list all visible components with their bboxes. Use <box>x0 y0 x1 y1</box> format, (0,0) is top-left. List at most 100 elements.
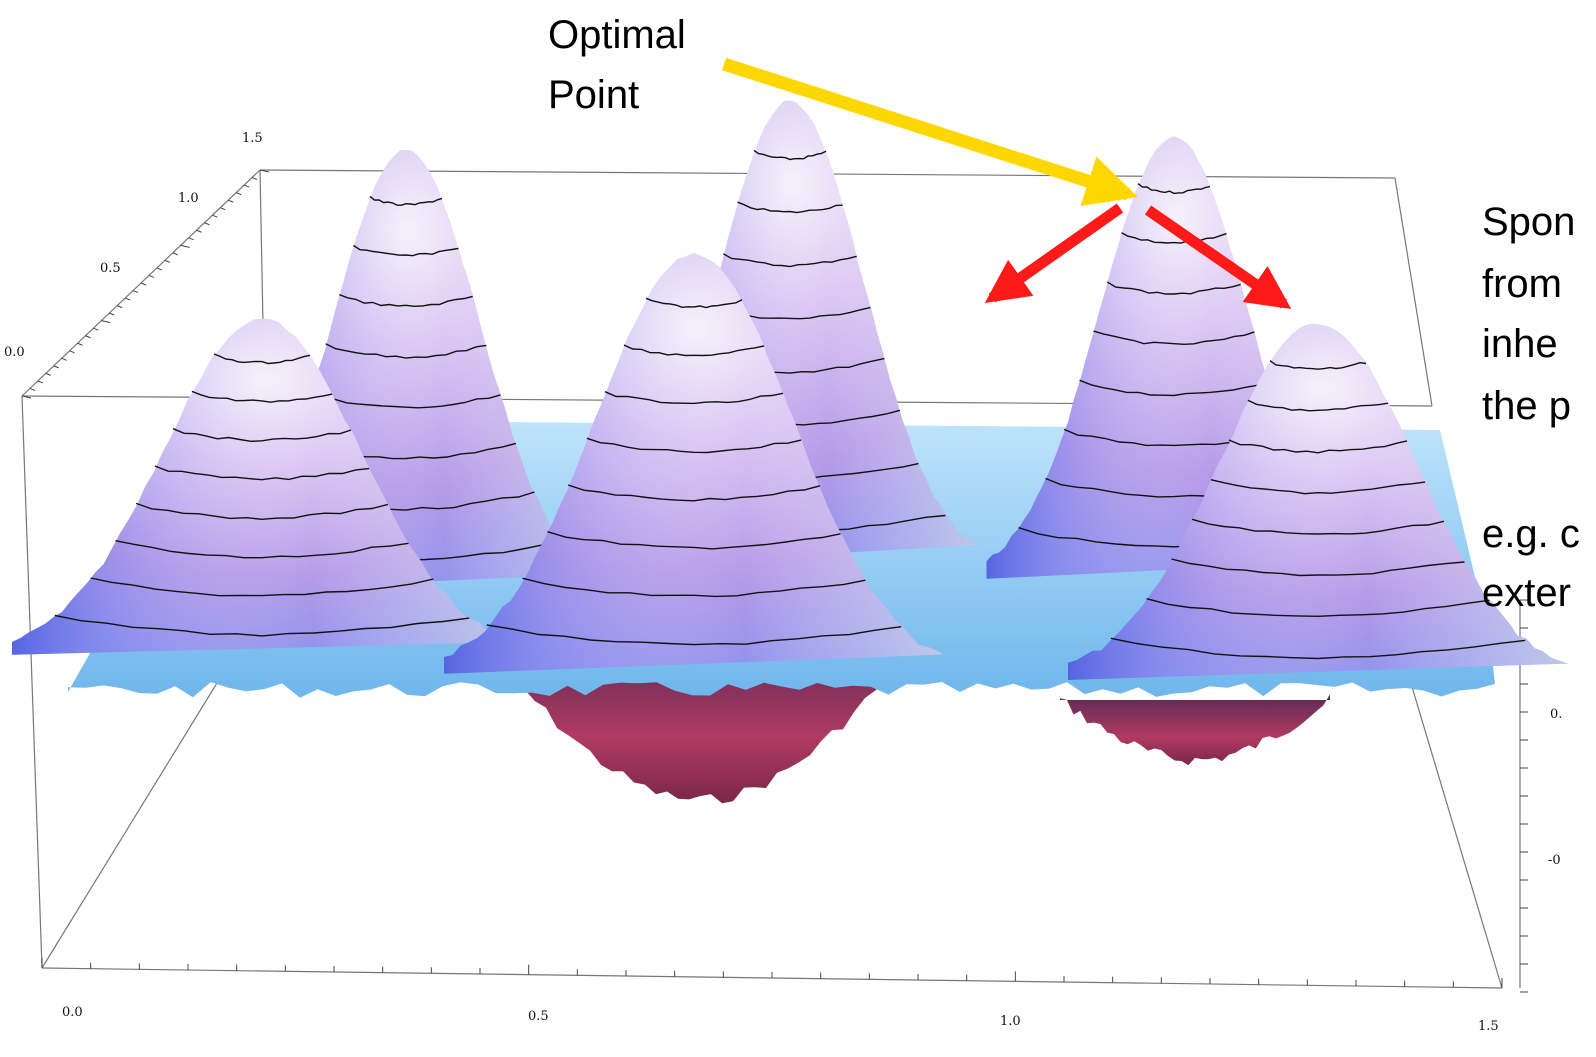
y-tick-label: 1.5 <box>242 131 263 146</box>
x-tick-label: 1.0 <box>1000 1014 1021 1029</box>
y-tick-mark <box>77 342 83 346</box>
peak-front-center <box>444 252 944 674</box>
y-tick-mark <box>220 207 226 211</box>
contour-line <box>753 149 827 161</box>
y-tick-mark <box>243 184 250 188</box>
contour-line <box>1191 518 1445 535</box>
y-tick-mark <box>156 267 163 271</box>
contour-line <box>1110 637 1526 660</box>
optimal-point-arrow <box>722 57 1138 207</box>
contour-line <box>1228 439 1408 454</box>
side-note: Spon from inhe the p e.g. c exter <box>1482 200 1580 615</box>
x-axis-tick-labels: 0.0 0.5 1.0 1.5 <box>62 1005 1499 1034</box>
y-tick-mark <box>251 177 258 180</box>
contour-line <box>90 577 434 597</box>
optimal-label-line1: Optimal <box>548 13 686 57</box>
peak-front-right <box>1068 323 1568 680</box>
contour-line <box>547 531 841 550</box>
contour-line <box>1079 379 1269 397</box>
y-tick-mark <box>204 222 210 226</box>
x-tick-label: 0.5 <box>528 1009 549 1024</box>
y-tick-mark <box>45 372 51 376</box>
side-note-line: inhe <box>1482 322 1558 366</box>
contour-line <box>645 297 743 309</box>
y-tick-mark <box>69 350 75 354</box>
contour-line <box>1171 558 1465 577</box>
underside-dip <box>1060 694 1330 766</box>
contour-line <box>1269 360 1367 370</box>
contour-line <box>737 201 843 214</box>
contour-line <box>522 577 866 598</box>
contour-line <box>1137 183 1211 195</box>
contour-line <box>54 614 470 637</box>
x-tick-label: 1.5 <box>1478 1019 1499 1034</box>
side-note-line: e.g. c <box>1482 512 1580 556</box>
y-tick-mark <box>117 305 123 309</box>
contour-line <box>1121 232 1227 244</box>
y-tick-mark <box>61 357 67 361</box>
contour-line <box>115 540 409 559</box>
y-tick-mark <box>172 252 178 256</box>
y-tick-mark <box>180 244 190 248</box>
z-tick-label: 0. <box>1550 707 1562 722</box>
contour-line <box>191 390 333 403</box>
z-axis-tick-labels: 0. -0 <box>1548 707 1562 868</box>
contour-line <box>1106 281 1241 295</box>
peak-shading <box>12 318 512 655</box>
y-tick-mark <box>236 192 242 196</box>
y-tick-mark <box>148 275 155 278</box>
z-tick-label: -0 <box>1548 853 1561 868</box>
spread-arrow-right <box>1144 205 1292 310</box>
y-tick-mark <box>109 312 115 316</box>
contour-line <box>623 344 765 357</box>
y-tick-mark <box>85 335 91 339</box>
contour-line <box>172 428 352 443</box>
contour-line <box>369 195 443 206</box>
side-note-line: Spon <box>1482 200 1575 244</box>
y-tick-mark <box>164 259 170 263</box>
y-tick-mark <box>21 395 32 399</box>
side-note-line: the p <box>1482 384 1571 428</box>
y-tick-label: 0.0 <box>4 345 25 360</box>
contour-line <box>311 392 501 409</box>
y-tick-mark <box>124 297 131 301</box>
y-tick-mark <box>228 199 234 203</box>
optimal-label-line2: Point <box>548 73 639 117</box>
side-note-line: exter <box>1482 571 1571 615</box>
y-tick-mark <box>101 320 111 324</box>
y-tick-label: 1.0 <box>178 191 199 206</box>
contour-line <box>1210 479 1426 495</box>
y-tick-mark <box>93 327 99 331</box>
y-tick-mark <box>212 214 218 218</box>
optimal-point-annotation: Optimal Point <box>548 13 1138 207</box>
y-tick-mark <box>196 229 202 233</box>
peak-shading <box>1068 323 1568 680</box>
y-tick-mark <box>53 365 59 369</box>
spread-arrow-left <box>984 203 1124 304</box>
contour-line <box>325 343 487 359</box>
contour-line <box>1093 330 1255 346</box>
contour-line <box>1247 399 1389 412</box>
contour-line <box>339 293 473 308</box>
contour-line <box>135 502 389 521</box>
contour-line <box>722 253 857 268</box>
y-tick-mark <box>140 282 147 286</box>
contour-line <box>486 624 902 646</box>
y-tick-mark <box>259 169 270 173</box>
x-tick-label: 0.0 <box>62 1005 83 1020</box>
contour-line <box>604 391 784 405</box>
contour-line <box>154 465 370 481</box>
spread-arrows <box>984 203 1292 310</box>
peak-front-left <box>12 318 512 655</box>
contour-line <box>586 437 802 454</box>
contour-line <box>1146 598 1490 618</box>
contour-line <box>567 484 821 502</box>
y-tick-label: 0.5 <box>100 261 121 276</box>
contour-line <box>353 244 459 257</box>
surface-peaks <box>12 100 1568 680</box>
y-tick-mark <box>37 380 44 384</box>
y-axis-tick-labels: 0.0 0.5 1.0 1.5 <box>4 131 263 360</box>
y-tick-mark <box>132 290 139 293</box>
side-note-line: from <box>1482 262 1562 306</box>
